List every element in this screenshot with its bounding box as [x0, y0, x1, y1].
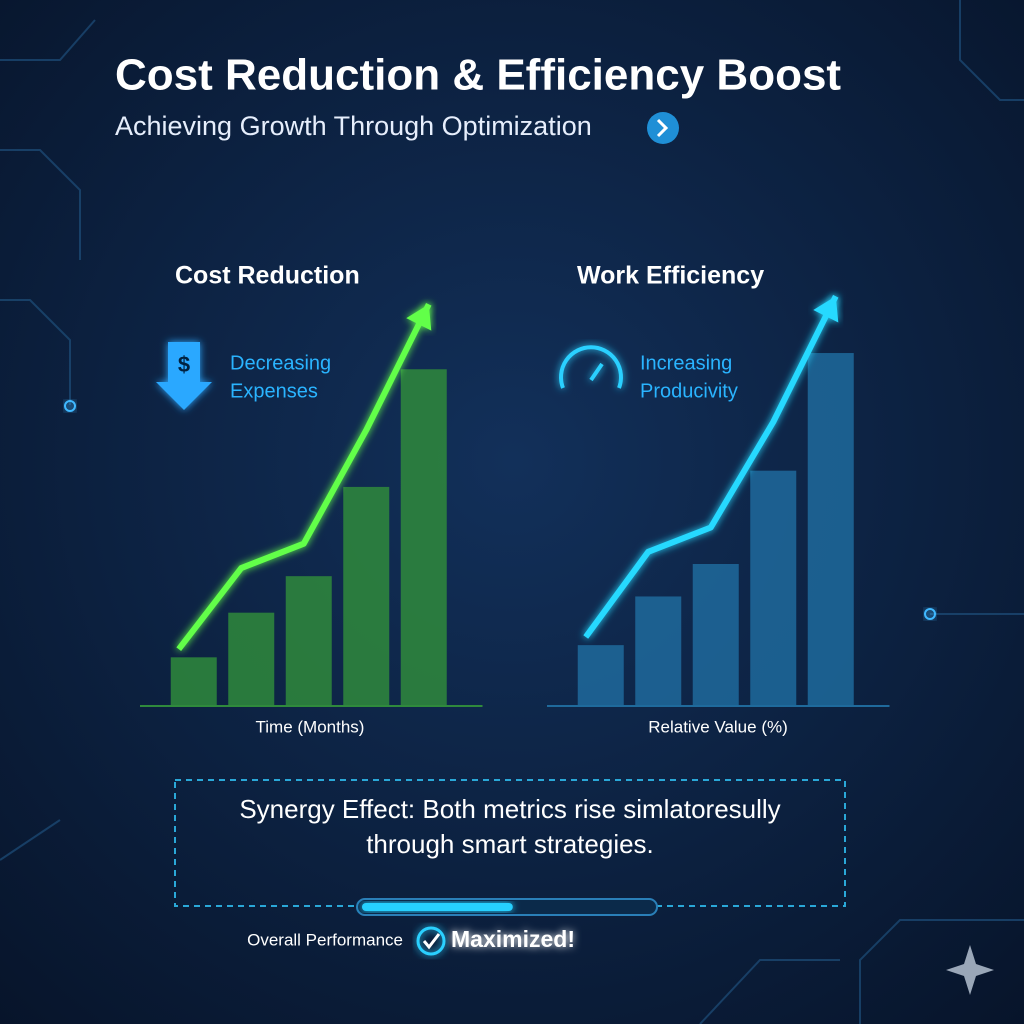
bar	[400, 369, 447, 706]
expense-icon: $	[156, 342, 212, 410]
check-mark	[422, 933, 441, 950]
footer-label: Overall Performance	[247, 930, 403, 949]
check-icon	[416, 926, 446, 956]
footer-status: Maximized!	[451, 926, 575, 952]
bar	[285, 576, 332, 706]
x-axis-label: Time (Months)	[256, 717, 365, 736]
annotation: Producivity	[640, 380, 738, 402]
arrow-head	[406, 304, 432, 331]
synergy-text: Synergy Effect: Both metrics rise simlat…	[239, 794, 780, 824]
title: Cost Reduction & Efficiency Boost	[115, 51, 841, 100]
bar	[170, 657, 217, 706]
progress-fill	[362, 903, 513, 911]
circuit-node	[64, 400, 76, 412]
subtitle: Achieving Growth Through Optimization	[115, 111, 592, 141]
x-axis-label: Relative Value (%)	[648, 717, 788, 736]
bar	[343, 486, 390, 706]
sparkle	[946, 945, 994, 995]
bar	[635, 596, 682, 706]
circuit-node	[924, 608, 936, 620]
synergy-text: through smart strategies.	[366, 829, 654, 859]
gauge-icon	[559, 345, 623, 389]
bar	[807, 353, 854, 706]
trend-line	[583, 294, 839, 639]
arrow-head	[813, 296, 839, 323]
bar	[577, 645, 624, 706]
bar	[750, 470, 797, 706]
chevron	[656, 118, 669, 138]
svg-text:$: $	[178, 352, 190, 377]
bar	[228, 612, 275, 706]
next-button[interactable]	[647, 112, 679, 144]
annotation: Expenses	[230, 380, 318, 402]
trend-line	[176, 303, 432, 652]
annotation: Decreasing	[230, 352, 331, 374]
annotation: Increasing	[640, 352, 732, 374]
synergy-box	[174, 779, 846, 907]
bar	[692, 564, 739, 706]
chart-title: Work Efficiency	[577, 262, 764, 290]
chart-title: Cost Reduction	[175, 262, 360, 290]
